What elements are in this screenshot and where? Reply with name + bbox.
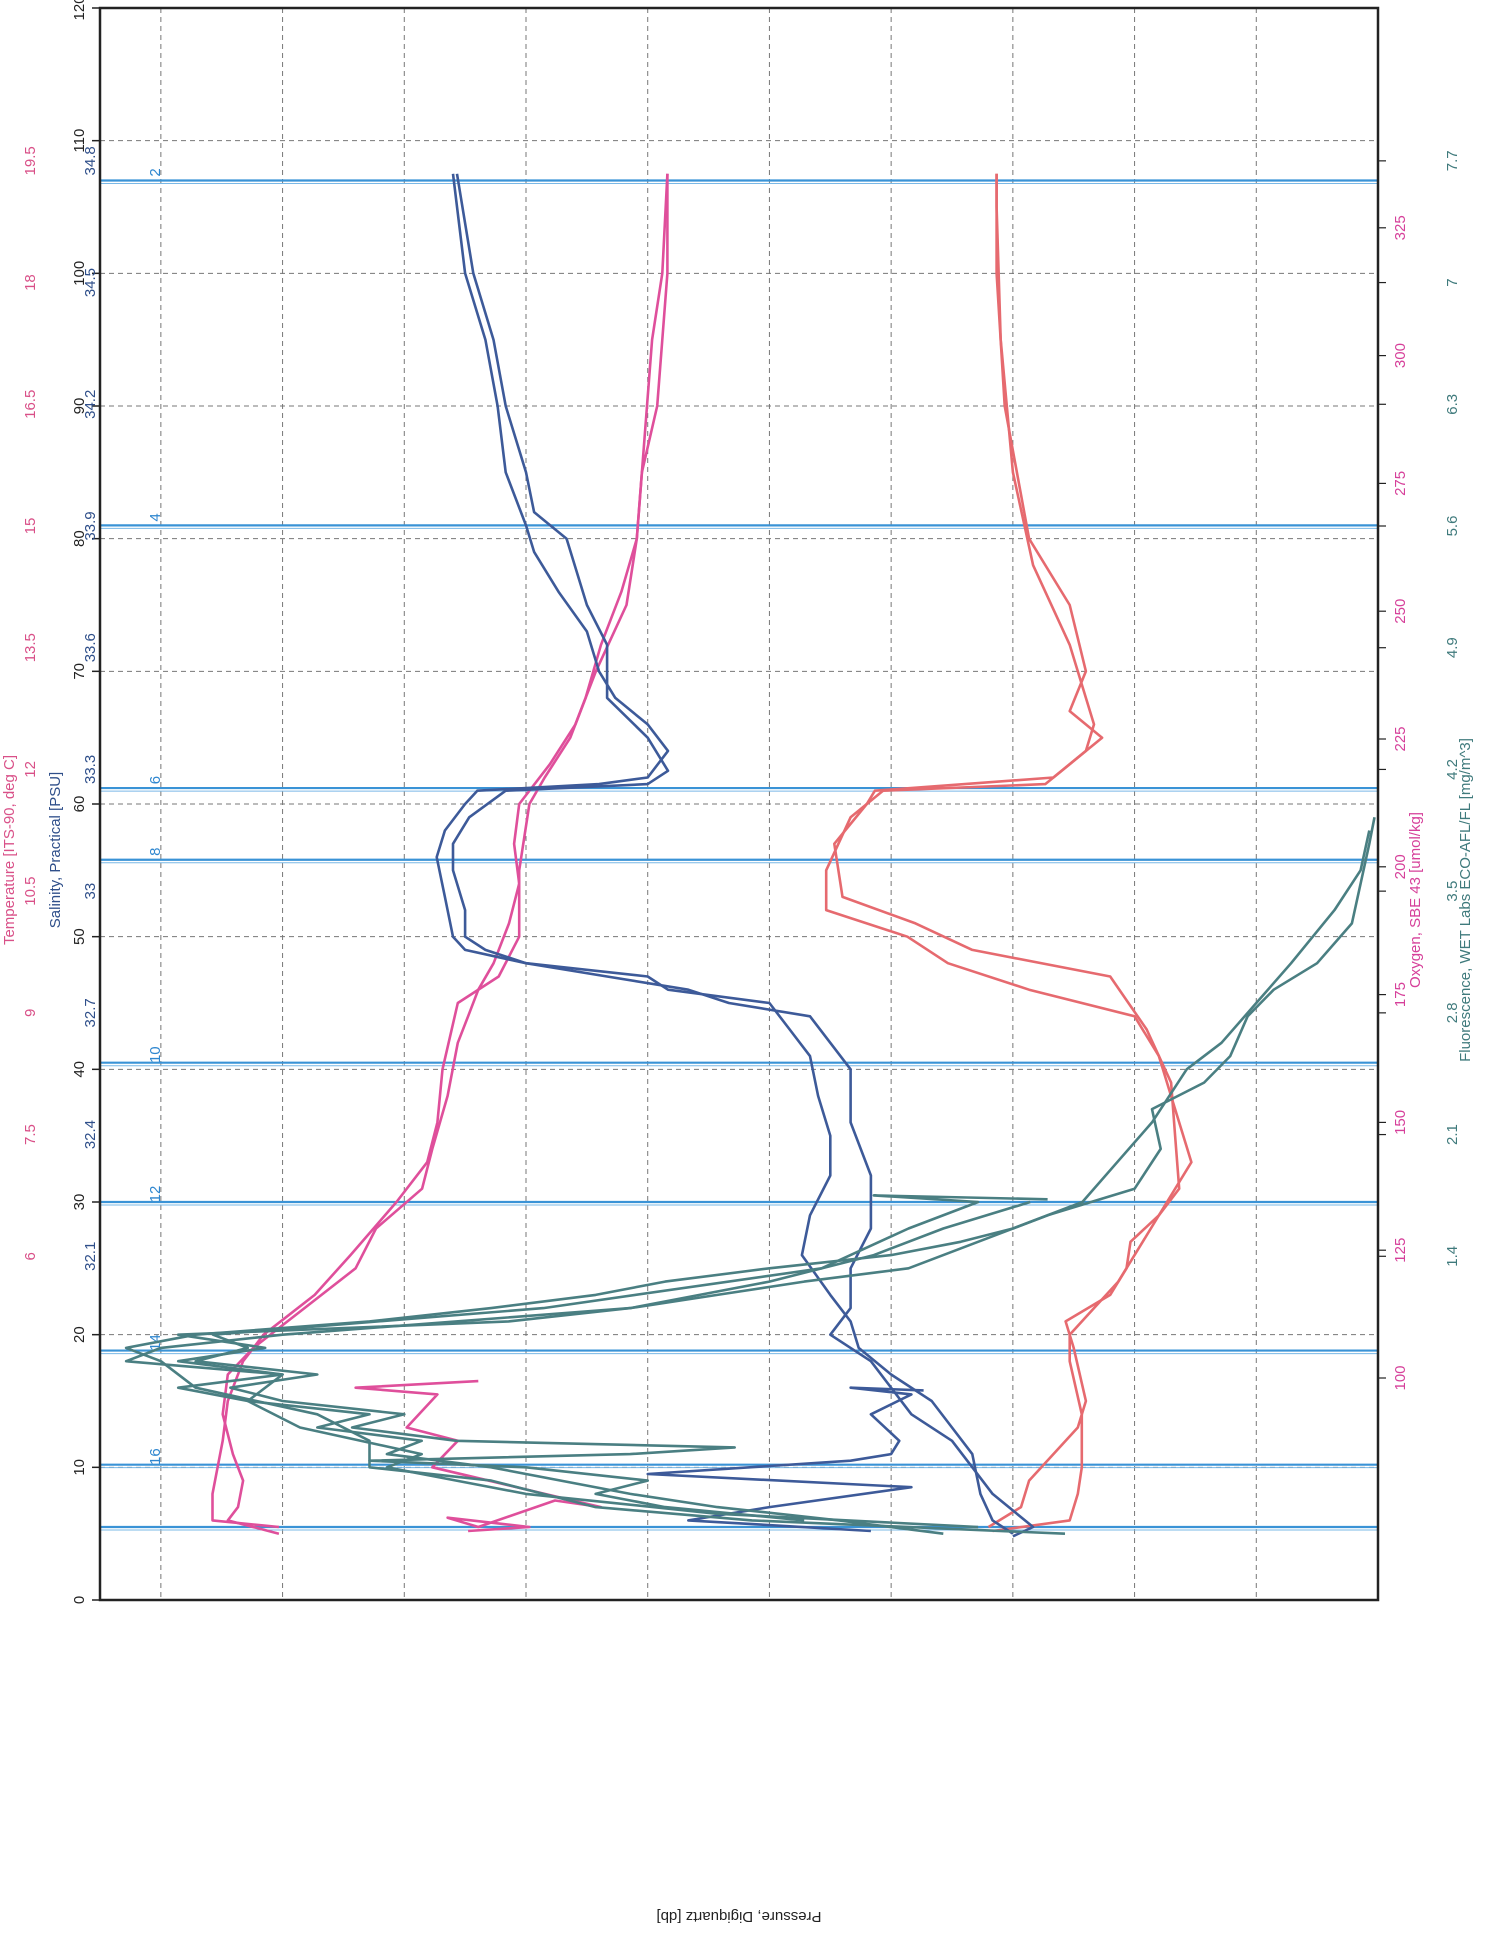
data-series — [124, 173, 1376, 1538]
fluorescence-series-line — [124, 1200, 1031, 1535]
fluorescence-series-line — [194, 1194, 1048, 1522]
temperature-tick-label: 7.5 — [22, 1124, 39, 1145]
fluorescence-tick-label: 7 — [1444, 278, 1461, 286]
pressure-tick-label: 60 — [71, 796, 88, 813]
temperature-tick-label: 10.5 — [22, 877, 39, 906]
bottle-marker-label: 6 — [147, 776, 164, 784]
salinity-series-line — [646, 1386, 924, 1533]
oxygen-tick-label: 275 — [1392, 471, 1409, 496]
salinity-tick-label: 34.5 — [82, 268, 99, 297]
salinity-tick-label: 32.1 — [82, 1242, 99, 1271]
salinity-series-line — [435, 173, 1014, 1535]
fluorescence-tick-label: 5.6 — [1444, 516, 1461, 537]
bottle-marker-label: 16 — [147, 1448, 164, 1465]
pressure-tick-label: 30 — [71, 1194, 88, 1211]
bottle-marker-label: 12 — [147, 1186, 164, 1203]
fluorescence-series-line — [124, 830, 1371, 1535]
pressure-tick-label: 120 — [71, 0, 88, 21]
pressure-tick-label: 90 — [71, 398, 88, 415]
pressure-tick-label: 0 — [71, 1596, 88, 1604]
salinity-axis-label: Salinity, Practical [PSU] — [47, 772, 64, 928]
pressure-tick-label: 50 — [71, 928, 88, 945]
fluorescence-tick-label: 4.2 — [1444, 759, 1461, 780]
temperature-series-line — [824, 173, 1193, 1533]
bottle-marker-label: 4 — [147, 513, 164, 521]
temperature-tick-label: 16.5 — [22, 390, 39, 419]
fluorescence-tick-label: 3.5 — [1444, 881, 1461, 902]
pressure-tick-label: 70 — [71, 663, 88, 680]
temperature-tick-label: 9 — [22, 1009, 39, 1017]
axis-ticks: 0 10 20 30 40 50 60 70 80 90 100 110 120 19.5 18 16.5 15… — [22, 0, 1461, 1604]
oxygen-series-line — [221, 173, 669, 1535]
salinity-tick-label: 33.3 — [82, 755, 99, 784]
fluorescence-axis-label: Fluorescence, WET Labs ECO-AFL/FL [mg/m^… — [1457, 738, 1474, 1062]
temperature-axis-label: Temperature [ITS-90, deg C] — [1, 755, 18, 945]
salinity-tick-label: 32.4 — [82, 1120, 99, 1149]
salinity-tick-label: 33.9 — [82, 511, 99, 540]
salinity-tick-label: 33.6 — [82, 633, 99, 662]
fluorescence-tick-label: 2.8 — [1444, 1002, 1461, 1023]
salinity-tick-label: 34.8 — [82, 146, 99, 175]
oxygen-tick-label: 325 — [1392, 215, 1409, 240]
fluorescence-tick-label: 7.7 — [1444, 150, 1461, 171]
oxygen-tick-label: 150 — [1392, 1110, 1409, 1135]
oxygen-tick-label: 200 — [1392, 854, 1409, 879]
bottle-marker-label: 8 — [147, 848, 164, 856]
temperature-tick-label: 15 — [22, 518, 39, 535]
oxygen-axis-label: Oxygen, SBE 43 [umol/kg] — [1407, 812, 1424, 988]
pressure-axis-label: Pressure, Digiquartz [db] — [656, 1908, 821, 1925]
pressure-tick-label: 110 — [71, 129, 88, 153]
oxygen-tick-label: 100 — [1392, 1365, 1409, 1390]
oxygen-tick-label: 175 — [1392, 982, 1409, 1007]
temperature-series-line — [832, 173, 1181, 1529]
oxygen-tick-label: 300 — [1392, 343, 1409, 368]
temperature-tick-label: 12 — [22, 761, 39, 778]
oxygen-tick-label: 225 — [1392, 726, 1409, 751]
temperature-tick-label: 18 — [22, 274, 39, 291]
bottle-marker-label: 10 — [147, 1046, 164, 1063]
temperature-tick-label: 19.5 — [22, 146, 39, 175]
fluorescence-tick-label: 4.9 — [1444, 637, 1461, 658]
oxygen-tick-label: 250 — [1392, 599, 1409, 624]
pressure-tick-label: 20 — [71, 1326, 88, 1343]
salinity-tick-label: 34.2 — [82, 390, 99, 419]
fluorescence-tick-label: 6.3 — [1444, 394, 1461, 415]
salinity-tick-label: 32.7 — [82, 998, 99, 1027]
pressure-tick-label: 80 — [71, 530, 88, 547]
grid-lines — [100, 8, 1378, 1600]
pressure-tick-label: 100 — [71, 261, 88, 286]
pressure-tick-label: 10 — [71, 1459, 88, 1476]
pressure-tick-label: 40 — [71, 1061, 88, 1078]
axis-labels: Temperature [ITS-90, deg C] Salinity, Pra… — [1, 738, 1474, 1925]
temperature-tick-label: 13.5 — [22, 633, 39, 662]
fluorescence-tick-label: 1.4 — [1444, 1246, 1461, 1267]
salinity-tick-label: 33 — [82, 883, 99, 900]
oxygen-tick-label: 125 — [1392, 1238, 1409, 1263]
bottle-marker-label: 2 — [147, 168, 164, 176]
temperature-tick-label: 6 — [22, 1252, 39, 1260]
fluorescence-tick-label: 2.1 — [1444, 1124, 1461, 1145]
fluorescence-series-line — [176, 817, 1376, 1529]
